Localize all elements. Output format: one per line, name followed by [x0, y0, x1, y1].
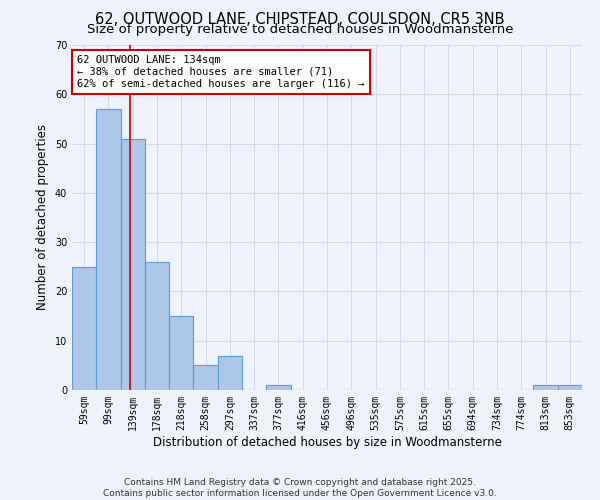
Bar [96, 109, 121, 390]
Bar [218, 356, 242, 390]
Text: Size of property relative to detached houses in Woodmansterne: Size of property relative to detached ho… [87, 22, 513, 36]
Bar [266, 385, 290, 390]
Bar [193, 366, 218, 390]
Bar [72, 267, 96, 390]
Bar [121, 138, 145, 390]
Bar [533, 385, 558, 390]
Bar [145, 262, 169, 390]
Y-axis label: Number of detached properties: Number of detached properties [36, 124, 49, 310]
Bar [558, 385, 582, 390]
Text: Contains HM Land Registry data © Crown copyright and database right 2025.
Contai: Contains HM Land Registry data © Crown c… [103, 478, 497, 498]
Text: 62 OUTWOOD LANE: 134sqm
← 38% of detached houses are smaller (71)
62% of semi-de: 62 OUTWOOD LANE: 134sqm ← 38% of detache… [77, 56, 365, 88]
Bar [169, 316, 193, 390]
Text: 62, OUTWOOD LANE, CHIPSTEAD, COULSDON, CR5 3NB: 62, OUTWOOD LANE, CHIPSTEAD, COULSDON, C… [95, 12, 505, 28]
X-axis label: Distribution of detached houses by size in Woodmansterne: Distribution of detached houses by size … [152, 436, 502, 448]
